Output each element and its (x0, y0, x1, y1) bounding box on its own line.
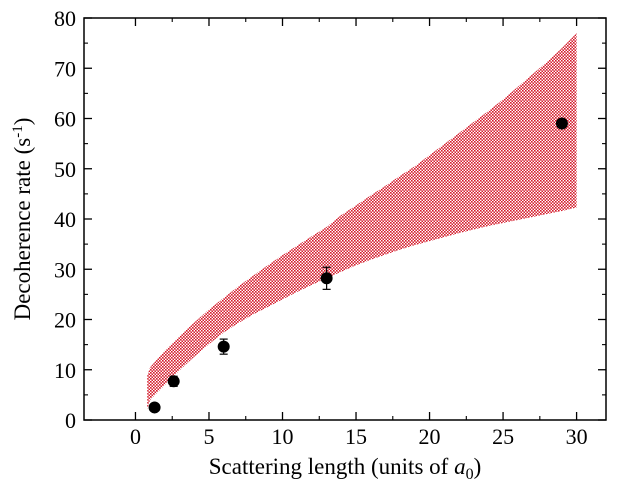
y-tick-label: 60 (54, 107, 76, 132)
band-area (147, 33, 577, 409)
y-tick-label: 0 (65, 408, 76, 433)
x-tick-label: 5 (203, 424, 214, 449)
prediction-band (147, 33, 577, 409)
data-point (148, 401, 161, 414)
data-point (320, 272, 333, 285)
data-point (217, 340, 230, 353)
data-points (148, 117, 568, 414)
y-axis-title: Decoherence rate (s-1) (10, 118, 35, 321)
y-tick-label: 20 (54, 308, 76, 333)
axis-ticks: 0 5 10 15 20 25 30 0 10 20 30 40 50 60 70 80 (54, 6, 606, 449)
data-point (555, 117, 568, 130)
x-tick-label: 15 (345, 424, 367, 449)
x-tick-label: 25 (492, 424, 514, 449)
x-tick-label: 20 (419, 424, 441, 449)
y-tick-label: 80 (54, 6, 76, 31)
y-tick-label: 50 (54, 157, 76, 182)
y-tick-label: 30 (54, 257, 76, 282)
data-point (167, 375, 180, 388)
y-tick-label: 70 (54, 56, 76, 81)
x-tick-label: 10 (272, 424, 294, 449)
x-tick-label: 30 (566, 424, 588, 449)
x-tick-label: 0 (130, 424, 141, 449)
x-axis-title: Scattering length (units of a0) (209, 454, 481, 482)
y-tick-label: 10 (54, 358, 76, 383)
y-tick-label: 40 (54, 207, 76, 232)
